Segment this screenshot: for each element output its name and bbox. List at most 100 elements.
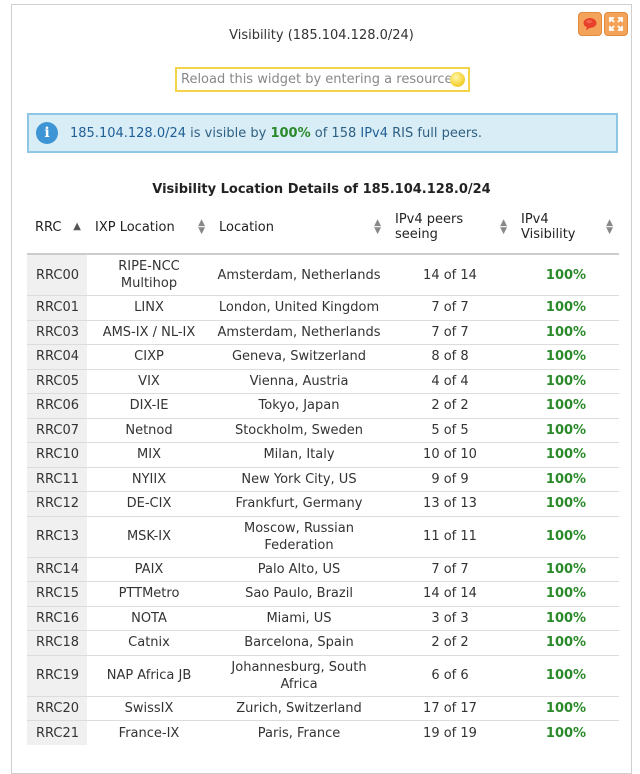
- cell-visibility: 100%: [513, 605, 619, 631]
- table-row: RRC00 RIPE-NCC Multihop Amsterdam, Netherl…: [27, 253, 619, 296]
- info-text-1: is visible by: [186, 125, 271, 141]
- cell-ixp: France-IX: [87, 720, 211, 745]
- table-row: RRC14 PAIX Palo Alto, US 7 of 7 100%: [27, 556, 619, 582]
- cell-ixp: LINX: [87, 295, 211, 320]
- cell-peers: 14 of 14: [387, 581, 513, 606]
- cell-location: Sao Paulo, Brazil: [211, 581, 387, 606]
- info-text-2: of 158: [310, 125, 361, 141]
- expand-button[interactable]: [604, 12, 628, 36]
- cell-ixp: NAP Africa JB: [87, 654, 211, 696]
- table-title: Visibility Location Details of 185.104.1…: [152, 182, 491, 197]
- cell-visibility: 100%: [513, 654, 619, 696]
- cell-rrc: RRC15: [27, 581, 87, 606]
- cell-visibility: 100%: [513, 720, 619, 745]
- cell-peers: 7 of 7: [387, 295, 513, 320]
- cell-visibility: 100%: [513, 319, 619, 345]
- column-header-rrc[interactable]: RRC ▲: [27, 201, 87, 255]
- cell-ixp: Netnod: [87, 417, 211, 443]
- table-row: RRC15 PTTMetro Sao Paulo, Brazil 14 of 14 10…: [27, 581, 619, 606]
- cell-rrc: RRC06: [27, 393, 87, 418]
- cell-location: Paris, France: [211, 720, 387, 745]
- cell-rrc: RRC01: [27, 295, 87, 320]
- table-row: RRC04 CIXP Geneva, Switzerland 8 of 8 100%: [27, 344, 619, 369]
- cell-peers: 9 of 9: [387, 466, 513, 492]
- column-header-ixp[interactable]: IXP Location ▲ ▼: [87, 201, 211, 255]
- table-row: RRC13 MSK-IX Moscow, Russian Federation 11 …: [27, 515, 619, 557]
- info-ipv: IPv4: [360, 125, 389, 141]
- cell-ixp: Catnix: [87, 630, 211, 655]
- cell-ixp: RIPE-NCC Multihop: [87, 253, 211, 296]
- cell-location: Milan, Italy: [211, 442, 387, 467]
- feedback-button[interactable]: [578, 12, 602, 36]
- cell-rrc: RRC05: [27, 368, 87, 394]
- cell-rrc: RRC11: [27, 466, 87, 492]
- cell-visibility: 100%: [513, 393, 619, 418]
- cell-rrc: RRC14: [27, 556, 87, 582]
- info-prefix: 185.104.128.0/24: [70, 125, 187, 141]
- cell-rrc: RRC04: [27, 344, 87, 369]
- cell-location: London, United Kingdom: [211, 295, 387, 320]
- cell-peers: 10 of 10: [387, 442, 513, 467]
- cell-visibility: 100%: [513, 466, 619, 492]
- cell-peers: 13 of 13: [387, 491, 513, 516]
- cell-peers: 5 of 5: [387, 417, 513, 443]
- cell-location: New York City, US: [211, 466, 387, 492]
- cell-ixp: SwissIX: [87, 695, 211, 721]
- cell-rrc: RRC16: [27, 605, 87, 631]
- table-row: RRC18 Catnix Barcelona, Spain 2 of 2 100%: [27, 630, 619, 655]
- lightbulb-icon[interactable]: [450, 72, 465, 87]
- cell-location: Vienna, Austria: [211, 368, 387, 394]
- sort-ascending-icon: ▲: [73, 221, 81, 232]
- table-row: RRC11 NYIIX New York City, US 9 of 9 100%: [27, 466, 619, 492]
- cell-ixp: MIX: [87, 442, 211, 467]
- cell-location: Tokyo, Japan: [211, 393, 387, 418]
- cell-ixp: NOTA: [87, 605, 211, 631]
- column-header-peers[interactable]: IPv4 peers seeing ▲ ▼: [387, 201, 513, 255]
- cell-visibility: 100%: [513, 581, 619, 606]
- cell-location: Miami, US: [211, 605, 387, 631]
- cell-rrc: RRC03: [27, 319, 87, 345]
- speech-bubble-icon: [583, 18, 597, 31]
- widget-title: Visibility (185.104.128.0/24): [229, 28, 414, 43]
- table-row: RRC10 MIX Milan, Italy 10 of 10 100%: [27, 442, 619, 467]
- table-header-row: RRC ▲ IXP Location ▲ ▼ Location ▲ ▼ IPv4 p…: [27, 201, 619, 255]
- sort-icon: ▲ ▼: [500, 218, 507, 236]
- cell-visibility: 100%: [513, 344, 619, 369]
- expand-icon: [609, 17, 623, 31]
- cell-visibility: 100%: [513, 253, 619, 296]
- resource-input[interactable]: [177, 69, 468, 90]
- cell-visibility: 100%: [513, 368, 619, 394]
- visibility-widget: Visibility (185.104.128.0/24) i: [11, 4, 632, 774]
- table-row: RRC06 DIX-IE Tokyo, Japan 2 of 2 100%: [27, 393, 619, 418]
- info-text: 185.104.128.0/24 is visible by 100% of 1…: [70, 126, 482, 141]
- table-row: RRC01 LINX London, United Kingdom 7 of 7 100…: [27, 295, 619, 320]
- table-row: RRC19 NAP Africa JB Johannesburg, South Af…: [27, 654, 619, 696]
- cell-peers: 19 of 19: [387, 720, 513, 745]
- cell-location: Stockholm, Sweden: [211, 417, 387, 443]
- sort-icon: ▲ ▼: [198, 218, 205, 236]
- visibility-table: RRC ▲ IXP Location ▲ ▼ Location ▲ ▼ IPv4 p…: [27, 201, 619, 745]
- cell-ixp: VIX: [87, 368, 211, 394]
- cell-peers: 2 of 2: [387, 630, 513, 655]
- cell-ixp: PAIX: [87, 556, 211, 582]
- sort-icon: ▲ ▼: [606, 218, 613, 236]
- cell-location: Johannesburg, South Africa: [211, 654, 387, 696]
- cell-visibility: 100%: [513, 556, 619, 582]
- cell-rrc: RRC13: [27, 515, 87, 557]
- info-percent: 100%: [270, 125, 311, 141]
- table-row: RRC07 Netnod Stockholm, Sweden 5 of 5 100%: [27, 417, 619, 443]
- cell-rrc: RRC07: [27, 417, 87, 443]
- cell-visibility: 100%: [513, 630, 619, 655]
- cell-rrc: RRC20: [27, 695, 87, 721]
- table-row: RRC12 DE-CIX Frankfurt, Germany 13 of 13 100…: [27, 491, 619, 516]
- cell-location: Barcelona, Spain: [211, 630, 387, 655]
- table-body: RRC00 RIPE-NCC Multihop Amsterdam, Netherl…: [27, 253, 619, 745]
- cell-peers: 4 of 4: [387, 368, 513, 394]
- column-header-location[interactable]: Location ▲ ▼: [211, 201, 387, 255]
- cell-rrc: RRC12: [27, 491, 87, 516]
- cell-rrc: RRC10: [27, 442, 87, 467]
- cell-ixp: DE-CIX: [87, 491, 211, 516]
- cell-ixp: DIX-IE: [87, 393, 211, 418]
- widget-header: Visibility (185.104.128.0/24): [12, 5, 631, 67]
- column-header-visibility[interactable]: IPv4 Visibility ▲ ▼: [513, 201, 619, 255]
